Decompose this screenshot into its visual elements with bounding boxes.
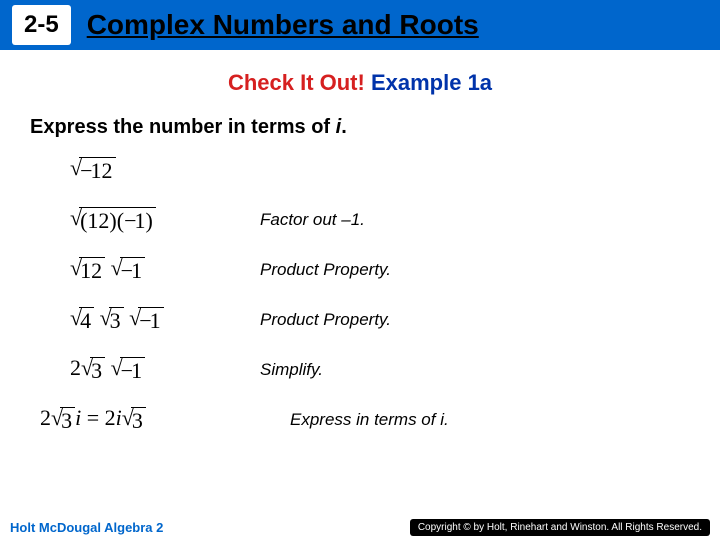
step-explanation: Simplify. [260,360,323,380]
math-expression: 2√3i = 2i√3 [30,405,290,434]
step-explanation: Factor out –1. [260,210,365,230]
step-explanation: Express in terms of i. [290,410,449,430]
step-row: √(12)(−1) Factor out –1. [30,201,690,239]
math-expression: √4 √3 √−1 [30,305,260,334]
page-title: Complex Numbers and Roots [87,9,479,41]
math-expression: √12 √−1 [30,255,260,284]
step-row: √4 √3 √−1 Product Property. [30,301,690,339]
step-row: √12 √−1 Product Property. [30,251,690,289]
problem-prompt: Express the number in terms of i. [30,116,690,139]
step-explanation: Product Property. [260,260,391,280]
math-expression: √−12 [30,155,260,184]
math-expression: √(12)(−1) [30,205,260,234]
header-bar: 2-5 Complex Numbers and Roots [0,0,720,50]
prompt-suffix: . [341,116,347,138]
example-subtitle: Check It Out! Example 1a [0,70,720,96]
section-number-badge: 2-5 [12,5,71,45]
math-expression: 2√3 √−1 [30,355,260,384]
work-steps: √−12 √(12)(−1) Factor out –1. √12 √−1 Pr… [30,151,690,439]
step-row: 2√3i = 2i√3 Express in terms of i. [30,401,690,439]
prompt-prefix: Express the number in terms of [30,116,336,138]
subtitle-blue: Example 1a [371,70,492,95]
step-explanation: Product Property. [260,310,391,330]
step-row: √−12 [30,151,690,189]
step-row: 2√3 √−1 Simplify. [30,351,690,389]
footer: Holt McDougal Algebra 2 Copyright © by H… [0,514,720,540]
subtitle-red: Check It Out! [228,70,365,95]
footer-publisher: Holt McDougal Algebra 2 [10,520,163,535]
copyright-badge: Copyright © by Holt, Rinehart and Winsto… [410,519,710,536]
